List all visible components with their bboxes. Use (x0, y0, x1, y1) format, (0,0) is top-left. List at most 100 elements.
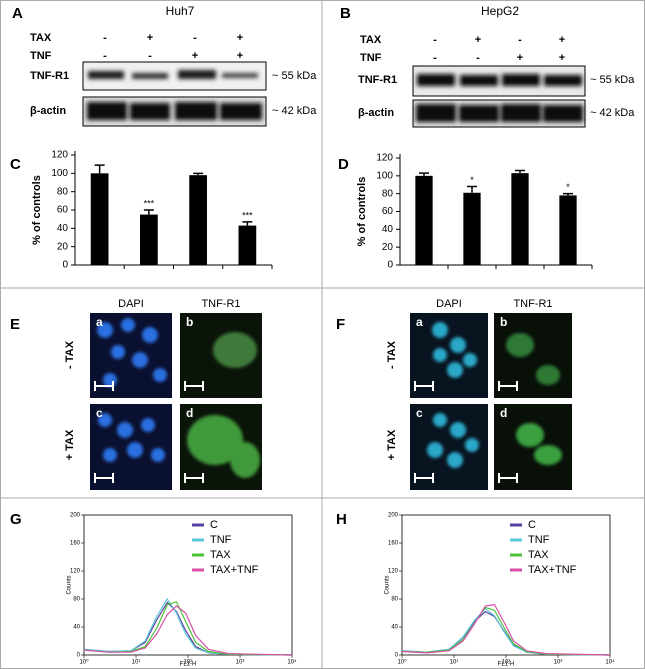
panel-letter: D (338, 156, 349, 173)
legend-label: C (528, 519, 536, 531)
row-label: TAX (30, 32, 52, 44)
y-tick-label: 0 (387, 260, 393, 271)
band (544, 75, 582, 86)
band (543, 105, 583, 122)
significance: *** (144, 198, 155, 208)
cells (534, 445, 562, 465)
x-axis-label: FL1-H (180, 662, 197, 668)
nucleus (432, 322, 448, 338)
y-tick-label: 120 (51, 150, 68, 161)
nucleus (463, 353, 477, 367)
y-tick-label: 20 (57, 241, 69, 252)
panel-letter: B (340, 5, 351, 22)
x-tick-label: 10⁴ (287, 659, 297, 666)
band-size: ~ 42 kDa (272, 105, 317, 117)
tile-label: d (500, 406, 507, 420)
y-tick-label: 0 (62, 260, 68, 271)
y-axis-label: % of controls (31, 175, 43, 245)
sign: + (147, 32, 153, 44)
legend-label: TAX+TNF (210, 564, 259, 576)
blot-b: B HepG2 TAX TNF - + - + - - + + TNF-R1 β… (340, 4, 635, 128)
y-tick-label: 20 (382, 242, 394, 253)
column-label: DAPI (118, 298, 144, 310)
sign: + (237, 50, 243, 62)
x-tick-label: 10⁰ (397, 659, 407, 666)
tile-label: b (186, 315, 193, 329)
legend-label: TNF (210, 534, 232, 546)
nucleus (103, 448, 117, 462)
y-tick-label: 200 (388, 513, 399, 519)
panel-letter: G (10, 511, 22, 528)
panel-letter: A (12, 5, 23, 22)
series-line (401, 610, 611, 656)
panel-letter: H (336, 511, 347, 528)
sign: + (475, 34, 481, 46)
y-tick-label: 120 (70, 569, 81, 575)
sign: + (237, 32, 243, 44)
y-tick-label: 200 (70, 513, 81, 519)
cells (230, 442, 260, 478)
y-axis-label: Counts (67, 575, 73, 594)
sign: - (103, 50, 107, 62)
legend-label: TNF (528, 534, 550, 546)
cells (187, 415, 243, 465)
band (502, 74, 540, 86)
series-line (83, 601, 293, 656)
nucleus (465, 438, 479, 452)
band (220, 103, 262, 120)
error-bar (515, 169, 525, 174)
x-tick-label: 10¹ (450, 660, 459, 666)
blot-title: Huh7 (166, 4, 195, 18)
y-tick-label: 100 (51, 168, 68, 179)
error-bar (419, 172, 429, 176)
bar (140, 214, 158, 265)
y-tick-label: 80 (382, 188, 394, 199)
sign: + (559, 34, 565, 46)
band-size: ~ 42 kDa (590, 107, 635, 119)
bar (511, 173, 529, 265)
bar (463, 192, 481, 265)
y-tick-label: 80 (73, 597, 80, 603)
series-line (401, 606, 611, 656)
row-label: - TAX (386, 340, 398, 369)
scale-bar (94, 381, 204, 483)
row-label: + TAX (386, 429, 398, 460)
band-label: β-actin (358, 107, 394, 119)
cells (536, 365, 560, 385)
nucleus (450, 337, 466, 353)
y-tick-label: 60 (57, 205, 69, 216)
bar (415, 175, 433, 265)
band (222, 73, 258, 78)
y-tick-label: 40 (57, 223, 69, 234)
y-tick-label: 120 (388, 569, 399, 575)
sign: - (193, 32, 197, 44)
sign: + (559, 52, 565, 64)
nucleus (153, 368, 167, 382)
nucleus (103, 373, 117, 387)
legend-label: TAX (528, 549, 549, 561)
sign: + (517, 52, 523, 64)
band-size: ~ 55 kDa (272, 70, 317, 82)
bar (559, 195, 577, 265)
series-line (83, 601, 293, 656)
error-bar (143, 209, 154, 215)
error-bar (193, 172, 204, 176)
column-label: TNF-R1 (513, 298, 552, 310)
band-label: β-actin (30, 105, 66, 117)
nucleus (427, 442, 443, 458)
panel-letter: C (10, 156, 21, 173)
band-label: TNF-R1 (30, 70, 69, 82)
nucleus (433, 348, 447, 362)
tile-label: a (96, 315, 103, 329)
row-label: TNF (360, 52, 382, 64)
band (87, 102, 127, 120)
nucleus (142, 327, 158, 343)
nucleus (117, 422, 133, 438)
bar (238, 225, 257, 265)
significance: * (470, 175, 474, 185)
cells (506, 333, 534, 357)
sign: - (433, 52, 437, 64)
y-axis-label: % of controls (356, 177, 368, 247)
tile-label: d (186, 406, 193, 420)
